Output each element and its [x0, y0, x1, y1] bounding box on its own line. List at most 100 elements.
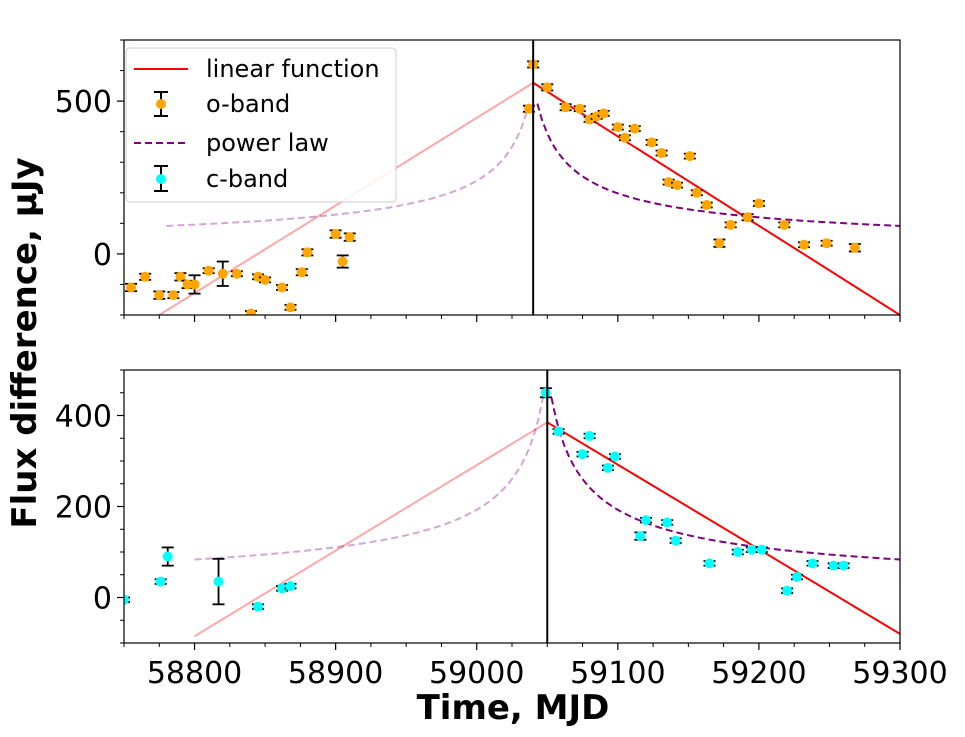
top-oband-point — [778, 219, 791, 230]
top-oband-point — [188, 274, 201, 295]
bottom-xtick-label: 59200 — [711, 656, 806, 691]
bottom-cband-point — [755, 544, 768, 555]
top-oband-point — [645, 137, 658, 148]
oband-marker — [646, 137, 657, 148]
bottom-cband-point — [608, 451, 621, 462]
top-oband-point — [125, 282, 138, 293]
top-oband-point — [741, 212, 754, 223]
bottom-xtick-label: 58900 — [288, 656, 383, 691]
top-oband-point — [284, 302, 297, 313]
bottom-linear-fit-segment-0 — [194, 421, 548, 638]
top-oband-point — [559, 102, 572, 113]
cband-marker — [807, 558, 818, 569]
cband-marker — [577, 449, 588, 460]
cband-marker — [662, 517, 673, 528]
oband-marker — [140, 271, 151, 282]
top-oband-point — [202, 265, 215, 276]
top-plot-area — [125, 59, 900, 315]
bottom-xtick-label: 59000 — [429, 656, 524, 691]
oband-marker — [560, 102, 571, 113]
oband-marker — [277, 282, 288, 293]
bottom-cband-point — [161, 546, 174, 567]
top-oband-point — [230, 268, 243, 279]
legend-linear-label: linear function — [206, 55, 380, 83]
cband-marker — [756, 544, 767, 555]
x-axis-title: Time, MJD — [417, 688, 610, 728]
oband-marker — [217, 268, 228, 279]
bottom-linear-fit-segment-1 — [546, 421, 900, 635]
cband-marker — [746, 544, 757, 555]
top-oband-point — [216, 260, 229, 287]
top-power-law-decay — [536, 103, 900, 227]
bottom-cband-point — [552, 426, 565, 437]
top-ytick-label: 500 — [55, 85, 112, 120]
bottom-cband-point — [640, 515, 653, 526]
oband-marker — [629, 123, 640, 134]
bottom-xtick-label: 58800 — [147, 656, 242, 691]
bottom-ytick-label: 200 — [55, 491, 112, 526]
oband-marker — [779, 219, 790, 230]
top-ytick-label: 0 — [93, 238, 112, 273]
bottom-plot-area — [124, 387, 900, 638]
bottom-cband-point — [634, 531, 647, 542]
top-oband-point — [618, 132, 631, 143]
top-oband-point — [690, 187, 703, 198]
oband-marker — [753, 198, 764, 209]
oband-marker — [296, 267, 307, 278]
oband-marker — [523, 103, 534, 114]
oband-marker — [182, 279, 193, 290]
legend-cband-marker — [156, 174, 166, 184]
bottom-cband-point — [212, 557, 225, 606]
bottom-cband-point — [703, 558, 716, 569]
cband-marker — [782, 585, 793, 596]
top-oband-point — [301, 247, 314, 258]
legend-frame — [125, 47, 397, 203]
oband-marker — [245, 308, 256, 315]
oband-marker — [126, 282, 137, 293]
bottom-ytick-label: 400 — [55, 400, 112, 435]
top-oband-point — [167, 290, 180, 301]
oband-marker — [189, 279, 200, 290]
top-oband-point — [683, 151, 696, 162]
top-oband-point — [573, 103, 586, 114]
oband-marker — [175, 271, 186, 282]
bottom-axes-frame — [123, 369, 901, 644]
oband-marker — [285, 302, 296, 313]
top-oband-point — [671, 180, 684, 191]
cband-marker — [277, 583, 288, 594]
y-axis-title: Flux difference, μJy — [5, 157, 45, 528]
cband-marker — [285, 581, 296, 592]
cband-marker — [704, 558, 715, 569]
oband-marker — [684, 151, 695, 162]
top-oband-point — [628, 123, 641, 134]
top-power-law-rise — [166, 103, 530, 227]
top-oband-point — [153, 290, 166, 301]
oband-marker — [663, 177, 674, 188]
cband-marker — [732, 547, 743, 557]
legend-oband-label: o-band — [206, 90, 290, 118]
bottom-cband-point — [539, 387, 552, 399]
top-oband-point — [752, 198, 765, 209]
cband-marker — [162, 551, 173, 562]
bottom-cband-point — [806, 558, 819, 569]
oband-marker — [799, 239, 810, 250]
oband-marker — [337, 256, 348, 267]
legend-cband-label: c-band — [206, 165, 288, 193]
cband-marker — [602, 462, 613, 473]
bottom-panel: 0 200 400 58800 58900 59000 59100 59200 59300 — [55, 369, 948, 691]
bottom-cband-point — [284, 581, 297, 592]
cband-marker — [584, 430, 595, 441]
cband-marker — [670, 535, 681, 546]
top-oband-point — [611, 122, 624, 133]
top-oband-point — [139, 271, 152, 282]
oband-marker — [672, 180, 683, 191]
top-oband-point — [181, 279, 194, 290]
bottom-ytick-label: 0 — [93, 582, 112, 617]
oband-marker — [330, 229, 341, 240]
legend: linear function o-band power law c-band — [125, 47, 397, 203]
bottom-cband-point — [576, 449, 589, 460]
bottom-cband-point — [583, 430, 596, 441]
oband-marker — [260, 274, 271, 285]
cband-marker — [124, 594, 129, 605]
top-oband-point — [724, 219, 737, 230]
